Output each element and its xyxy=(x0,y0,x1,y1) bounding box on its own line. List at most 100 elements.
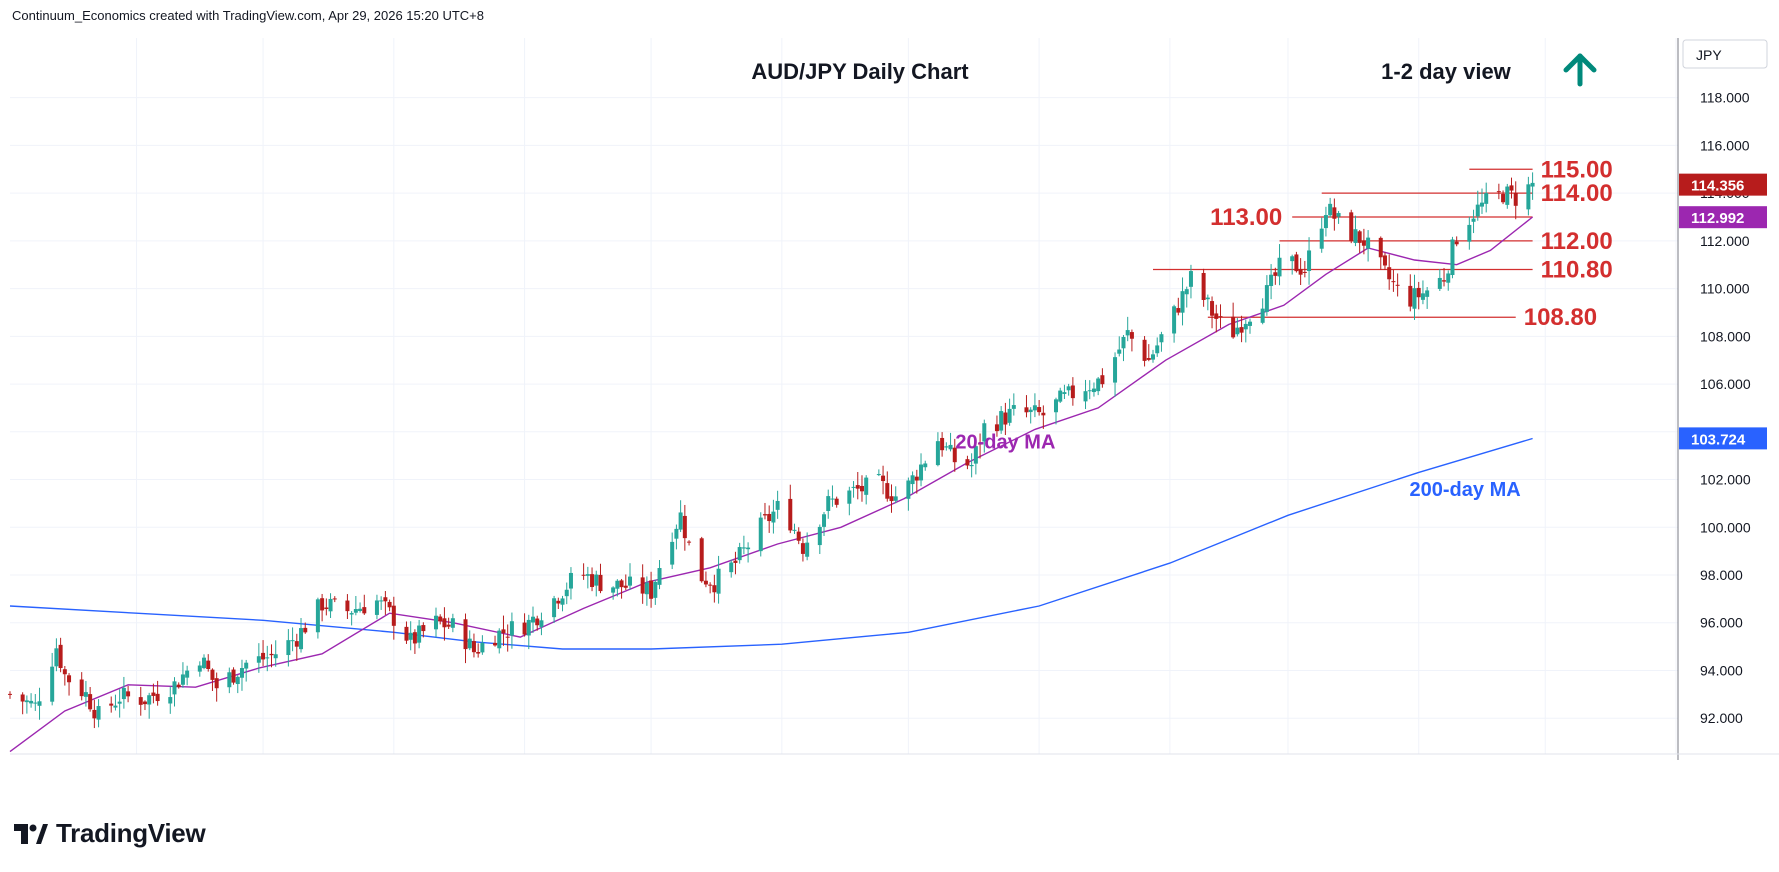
candle-up xyxy=(168,697,173,704)
candle-up xyxy=(33,702,38,704)
candle-down xyxy=(796,531,801,541)
candle-up xyxy=(716,568,721,594)
candle-up xyxy=(328,598,333,612)
candle-up xyxy=(564,589,569,597)
currency-box xyxy=(1682,39,1768,69)
candle-up xyxy=(1450,239,1455,275)
y-tick-label: 108.000 xyxy=(1700,328,1751,344)
candle-up xyxy=(29,700,34,704)
candle-down xyxy=(649,580,654,599)
level-label: 110.80 xyxy=(1541,257,1613,284)
y-tick-label: 94.000 xyxy=(1700,662,1743,678)
ma20-price-badge: 112.992 xyxy=(1691,210,1744,227)
support-resistance-levels xyxy=(1153,168,1533,318)
candle-down xyxy=(151,692,156,696)
candle-down xyxy=(303,627,308,633)
candle-down xyxy=(1231,316,1236,338)
candle-up xyxy=(910,475,915,485)
candle-up xyxy=(560,598,565,605)
candle-up xyxy=(1328,203,1333,216)
candle-down xyxy=(210,669,215,680)
candle-up xyxy=(982,423,987,442)
tradingview-logo[interactable]: TradingView xyxy=(14,818,206,849)
candle-up xyxy=(185,670,190,678)
y-tick-label: 98.000 xyxy=(1700,567,1743,583)
candle-down xyxy=(383,597,388,602)
candle-up xyxy=(944,446,949,448)
candle-down xyxy=(421,625,426,632)
candle-down xyxy=(1496,191,1501,193)
candle-down xyxy=(332,598,337,600)
candle-down xyxy=(881,475,886,482)
candle-down xyxy=(294,641,299,647)
candle-up xyxy=(265,657,270,659)
level-label: 115.00 xyxy=(1541,156,1613,183)
candle-up xyxy=(539,620,544,627)
candle-up xyxy=(851,486,856,488)
candle-down xyxy=(1357,231,1362,243)
candle-down xyxy=(1273,272,1278,276)
candle-up xyxy=(1205,297,1210,300)
candle-down xyxy=(859,485,864,492)
candle-down xyxy=(699,538,704,582)
candle-down xyxy=(1361,240,1366,246)
candle-down xyxy=(109,703,114,706)
tradingview-wordmark: TradingView xyxy=(56,818,206,848)
level-label: 114.00 xyxy=(1541,180,1613,207)
candle-up xyxy=(594,574,599,586)
candle-up xyxy=(374,600,379,615)
candle-down xyxy=(476,652,481,654)
candle-up xyxy=(121,687,126,700)
candle-up xyxy=(286,640,291,656)
candle-down xyxy=(914,476,919,481)
candle-down xyxy=(1146,357,1151,360)
candle-up xyxy=(644,582,649,595)
candle-up xyxy=(1526,184,1531,210)
candle-up xyxy=(758,517,763,552)
candle-up xyxy=(670,541,675,565)
candle-up xyxy=(526,619,531,636)
candle-down xyxy=(767,513,772,522)
candle-down xyxy=(619,580,624,588)
candle-up xyxy=(117,701,122,704)
last-price-badge-box xyxy=(1679,173,1767,196)
candle-up xyxy=(1277,257,1282,277)
candle-down xyxy=(1501,194,1506,203)
candle-down xyxy=(535,618,540,626)
y-tick-label: 106.000 xyxy=(1700,376,1751,392)
candle-up xyxy=(172,681,177,695)
candle-down xyxy=(412,632,417,644)
candle-up xyxy=(1475,204,1480,217)
chart-axes[interactable]: 92.000 94.000 96.000 98.000 100.000 102.000 10… xyxy=(10,38,1779,760)
candle-down xyxy=(1509,185,1514,191)
candle-up xyxy=(1437,277,1442,289)
candle-up xyxy=(1530,182,1535,187)
candle-down xyxy=(1129,332,1134,339)
candle-up xyxy=(1243,323,1248,330)
candle-up xyxy=(408,632,413,640)
candle-up xyxy=(509,621,514,636)
candle-up xyxy=(299,628,304,650)
candle-up xyxy=(1366,237,1371,249)
candle-up xyxy=(315,599,320,633)
candle-down xyxy=(834,498,839,505)
candle-up xyxy=(147,695,152,705)
candle-down xyxy=(940,437,945,451)
candle-up xyxy=(552,598,557,618)
candle-up xyxy=(1155,345,1160,354)
tradingview-logo-icon xyxy=(14,823,48,844)
candle-up xyxy=(467,638,472,649)
candle-up xyxy=(729,562,734,573)
candle-down xyxy=(733,560,738,563)
y-tick-label: 110.000 xyxy=(1700,281,1750,297)
candle-down xyxy=(556,600,561,604)
y-tick-label: 102.000 xyxy=(1700,472,1751,488)
candle-up xyxy=(530,616,535,623)
candle-up xyxy=(37,701,42,706)
candle-down xyxy=(206,660,211,669)
candle-up xyxy=(1505,186,1510,205)
candle-down xyxy=(404,626,409,641)
candle-up xyxy=(180,674,185,685)
candle-down xyxy=(800,543,805,554)
